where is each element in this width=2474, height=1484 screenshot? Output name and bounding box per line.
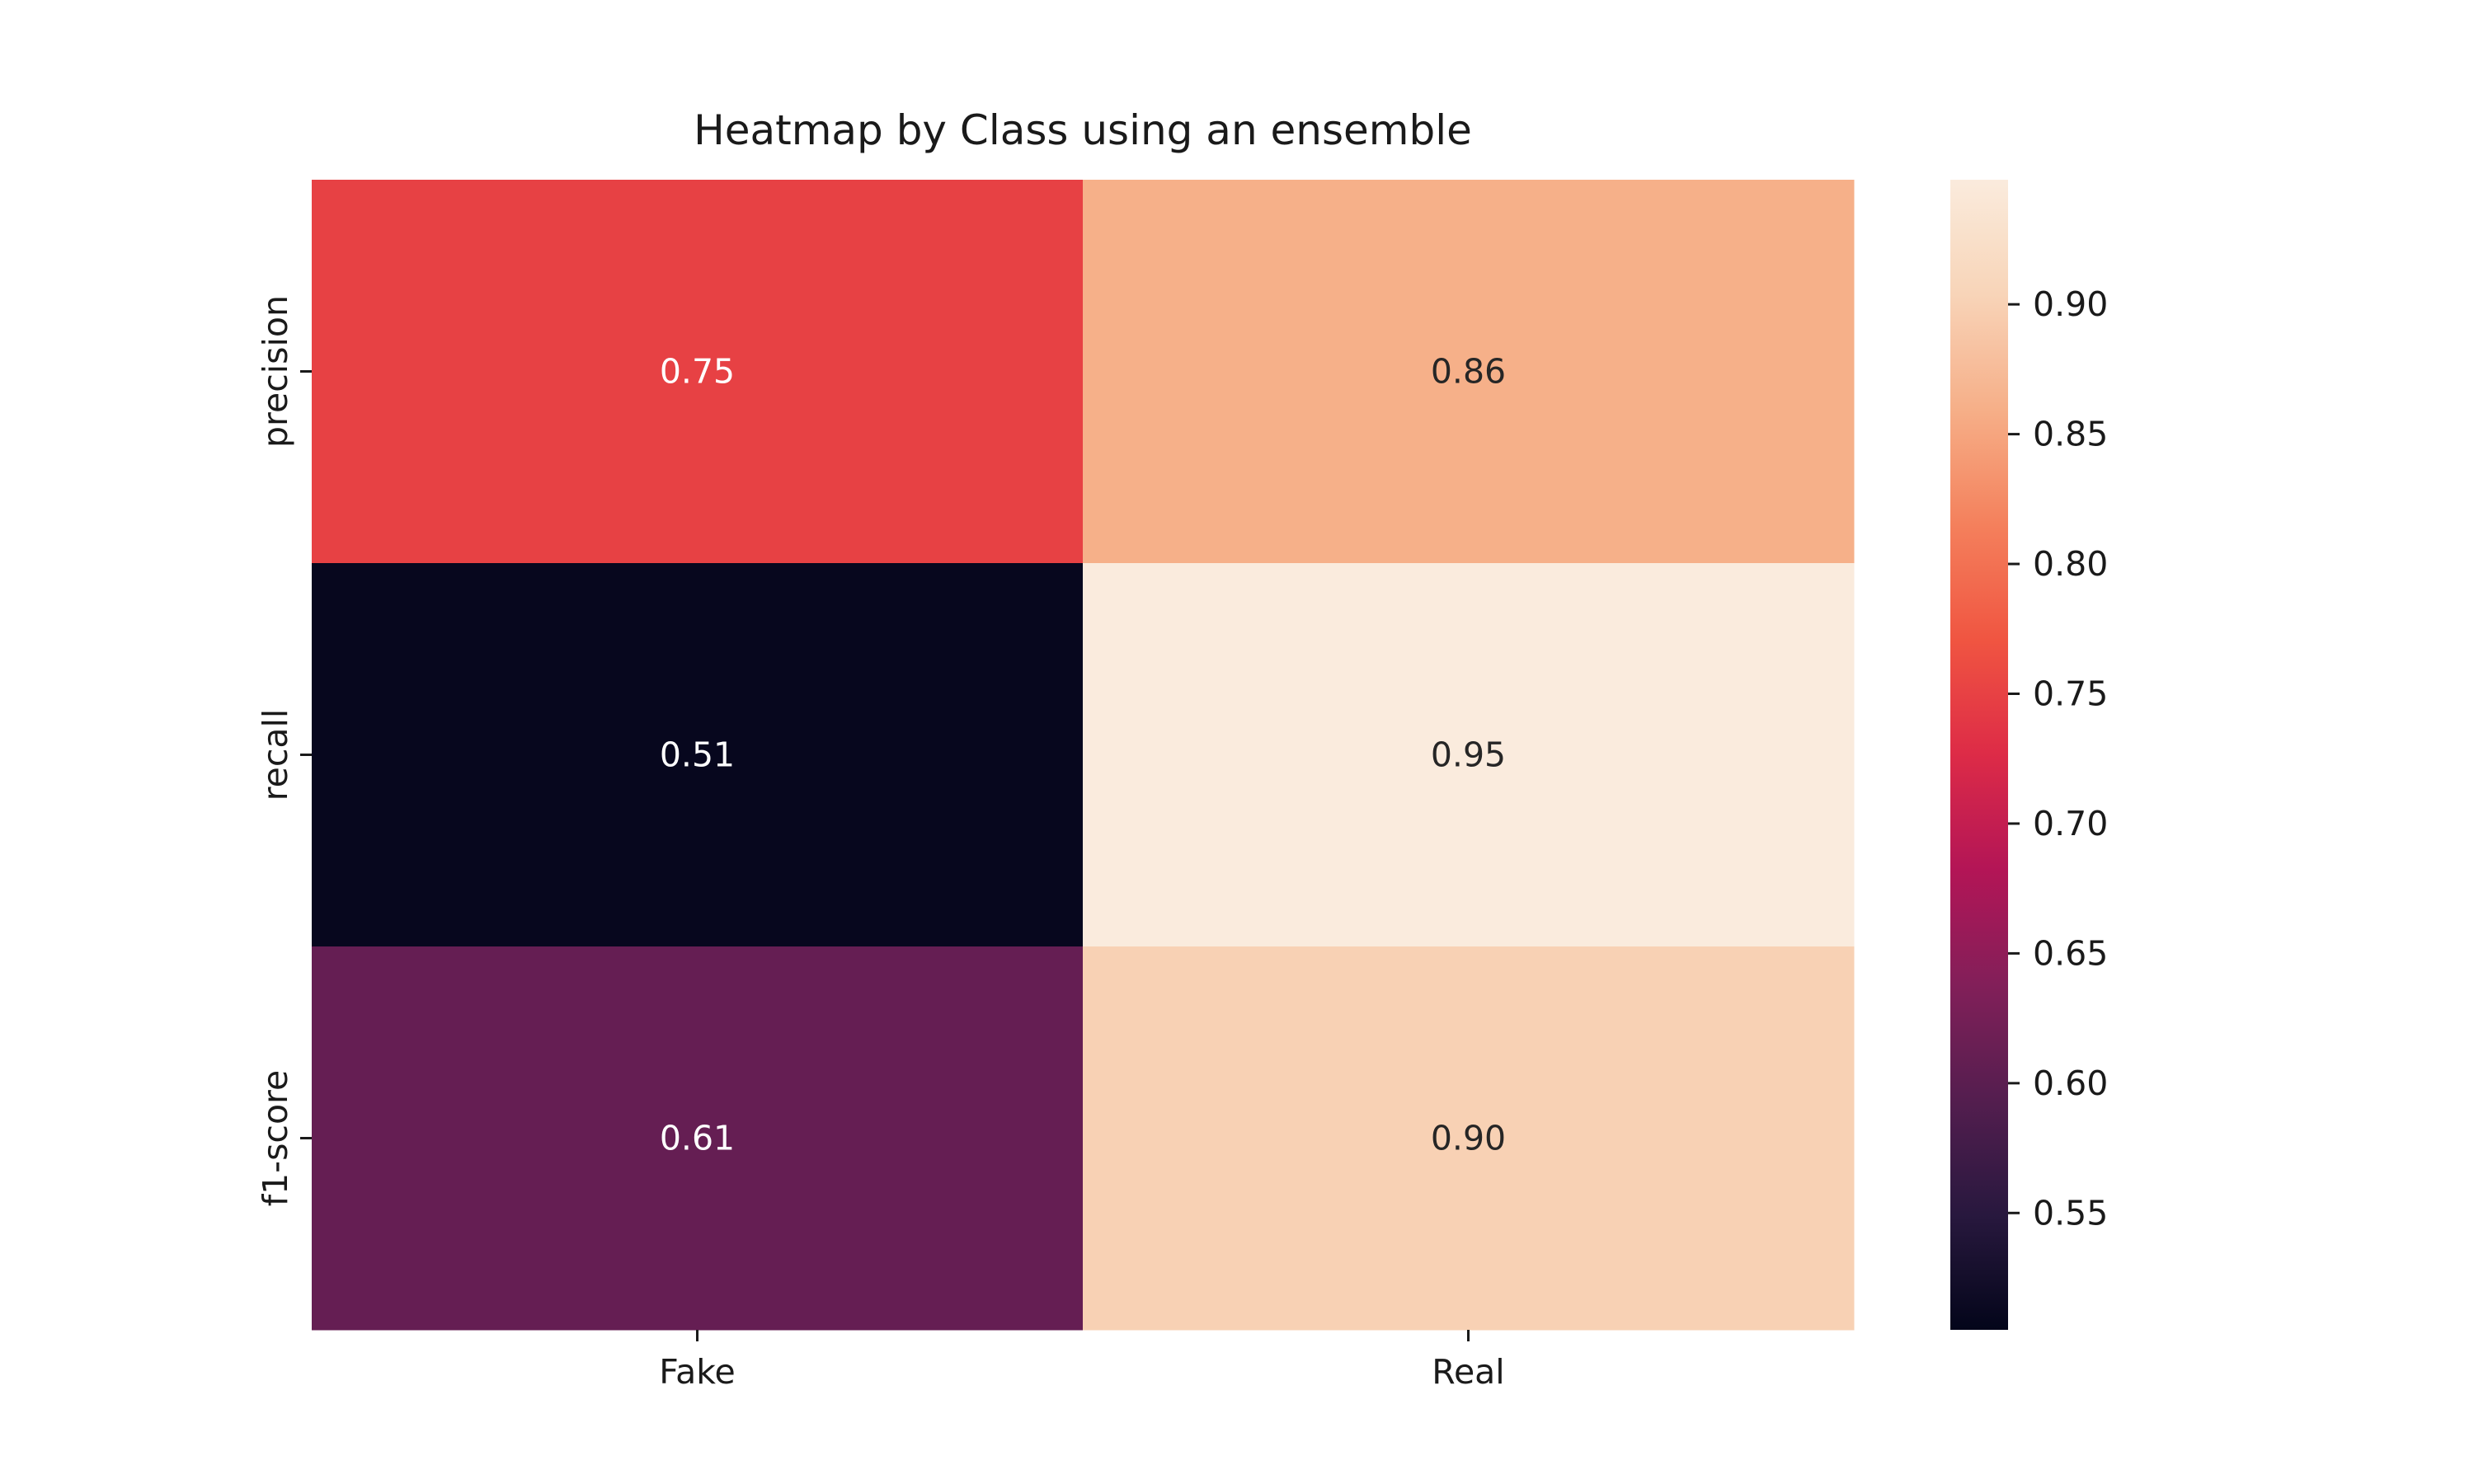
colorbar-tick-label: 0.80: [2033, 544, 2108, 584]
heatmap-cell-recall-fake: [312, 563, 1084, 947]
cell-value-label: 0.61: [660, 1119, 735, 1158]
colorbar-tick-label: 0.65: [2033, 933, 2108, 973]
y-tick-label-precision: precision: [256, 295, 295, 448]
cell-value-label: 0.86: [1431, 352, 1506, 392]
cell-value-label: 0.51: [660, 735, 735, 775]
y-tick-label-recall: recall: [256, 709, 295, 801]
heatmap-cell-recall-real: [1083, 563, 1855, 947]
heatmap-cell-precision-fake: [312, 180, 1084, 564]
colorbar-tick-label: 0.85: [2033, 415, 2108, 454]
heatmap-cell-f1-score-real: [1083, 946, 1855, 1331]
chart-title: Heatmap by Class using an ensemble: [694, 106, 1472, 154]
cell-value-label: 0.95: [1431, 735, 1506, 775]
heatmap-cell-f1-score-fake: [312, 946, 1084, 1331]
heatmap-cell-labels: 0.75 0.86 0.51 0.95 0.61 0.90: [660, 352, 1506, 1158]
colorbar-tick-label: 0.55: [2033, 1193, 2108, 1233]
y-tick-label-f1-score: f1-score: [256, 1070, 295, 1206]
colorbar-tick-label: 0.70: [2033, 804, 2108, 843]
colorbar: 0.55 0.60 0.65 0.70 0.75 0.80 0.85 0.90: [1950, 180, 2108, 1330]
heatmap-cells: [312, 180, 1855, 1331]
cell-value-label: 0.75: [660, 352, 735, 392]
x-axis: Fake Real: [659, 1330, 1505, 1392]
x-tick-label-real: Real: [1432, 1352, 1504, 1392]
colorbar-gradient: [1950, 180, 2008, 1330]
colorbar-tick-label: 0.90: [2033, 284, 2108, 324]
colorbar-tick-label: 0.60: [2033, 1064, 2108, 1103]
y-axis: precision recall f1-score: [256, 295, 312, 1206]
x-tick-label-fake: Fake: [659, 1352, 735, 1392]
cell-value-label: 0.90: [1431, 1119, 1506, 1158]
colorbar-tick-label: 0.75: [2033, 674, 2108, 713]
heatmap-cell-precision-real: [1083, 180, 1855, 564]
